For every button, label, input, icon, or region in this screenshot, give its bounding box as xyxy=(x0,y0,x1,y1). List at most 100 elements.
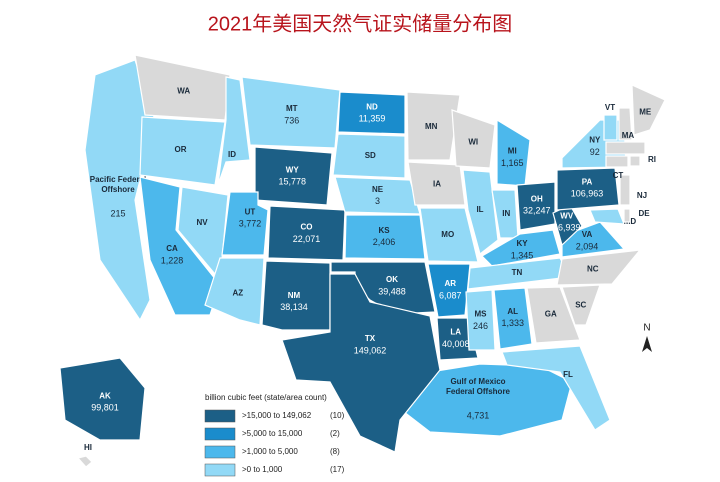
region-label: MT xyxy=(286,104,298,113)
region-shape xyxy=(561,284,601,326)
region-value: 46,939 xyxy=(553,223,581,233)
region-value: 2,406 xyxy=(373,237,396,247)
region-value: 38,134 xyxy=(280,302,308,312)
region-shape xyxy=(465,289,496,351)
region-label: NY xyxy=(589,136,601,145)
legend-count: (8) xyxy=(330,447,340,456)
region-value: 215 xyxy=(110,208,125,218)
region-label: AZ xyxy=(232,288,243,297)
region-value: 99,801 xyxy=(91,403,119,413)
legend-range: >5,000 to 15,000 xyxy=(242,429,303,438)
legend-swatch xyxy=(204,409,236,423)
region-label: MA xyxy=(622,131,635,140)
legend-swatch xyxy=(204,427,236,441)
regions: Pacific Federal Offshore 215 Gulf of Mexico… xyxy=(59,54,666,468)
region-label: KS xyxy=(378,226,390,235)
region-label: OR xyxy=(175,145,187,154)
region-shape xyxy=(406,91,461,161)
legend-swatch xyxy=(204,463,236,477)
region-label: Gulf of Mexico Federal Offshore xyxy=(446,377,511,396)
region-label: SC xyxy=(575,301,586,310)
region-shape xyxy=(427,263,471,318)
region-label: LA xyxy=(450,328,461,337)
region-label: MS xyxy=(475,310,488,319)
region-label: Pacific Federal Offshore xyxy=(90,175,146,194)
legend-swatch xyxy=(204,445,236,459)
region-label: MN xyxy=(425,122,438,131)
region-label: NJ xyxy=(637,191,647,200)
region-shape xyxy=(419,207,479,263)
region-shape xyxy=(451,109,496,169)
region-value: 22,071 xyxy=(293,234,321,244)
region-value: 1,165 xyxy=(501,158,524,168)
region-shape xyxy=(629,155,641,167)
region-shape xyxy=(618,107,633,141)
region-label: KY xyxy=(516,239,528,248)
region-label: IN xyxy=(502,209,510,218)
region-label: CT xyxy=(613,171,624,180)
north-arrow xyxy=(642,336,652,352)
region-value: 1,345 xyxy=(511,250,534,260)
region-value: 15,778 xyxy=(278,177,306,187)
region-label: PA xyxy=(582,177,593,186)
region-label: SD xyxy=(365,151,376,160)
region-shape xyxy=(334,176,421,215)
map-title: 2021年美国天然气证实储量分布图 xyxy=(208,12,513,35)
region-value: 2,094 xyxy=(576,241,599,251)
region-value: 106,963 xyxy=(571,189,604,199)
region-label: CO xyxy=(301,223,313,232)
region-shape xyxy=(241,76,341,149)
region-shape xyxy=(631,84,666,136)
region-value: 6,087 xyxy=(439,290,462,300)
legend-range: >0 to 1,000 xyxy=(242,465,283,474)
region-value: 3,772 xyxy=(239,219,262,229)
region-label: GA xyxy=(545,310,557,319)
region-shape xyxy=(605,141,646,155)
region-label: UT xyxy=(245,207,256,216)
region-shape xyxy=(481,229,561,267)
region-label: ND xyxy=(366,102,378,111)
legend-range: >1,000 to 5,000 xyxy=(242,447,298,456)
region-label: TN xyxy=(512,268,523,277)
region-shape xyxy=(589,208,625,225)
region-shape xyxy=(556,167,620,211)
region-shape xyxy=(204,257,265,326)
region-value: 149,062 xyxy=(354,345,387,355)
region-label: NV xyxy=(196,218,208,227)
region-shape xyxy=(344,214,426,260)
legend: billion cubic feet (state/area count) >15… xyxy=(204,393,345,477)
region-shape xyxy=(556,249,642,286)
legend-title: billion cubic feet (state/area count) xyxy=(205,393,327,402)
region-shape xyxy=(603,114,618,141)
region-shape xyxy=(254,146,333,206)
region-shape xyxy=(526,286,581,344)
region-shape xyxy=(501,345,611,431)
region-value: 246 xyxy=(473,321,488,331)
region-shape xyxy=(619,174,631,206)
region-label: ME xyxy=(639,108,652,117)
region-value: 1,228 xyxy=(161,255,184,265)
legend-count: (17) xyxy=(330,465,345,474)
region-label: OK xyxy=(386,275,398,284)
region-shape xyxy=(261,260,331,331)
region-label: MO xyxy=(441,230,454,239)
region-value: 40,008 xyxy=(442,339,470,349)
region-shape xyxy=(134,54,231,121)
region-label: AR xyxy=(444,279,456,288)
region-value: 3 xyxy=(375,196,380,206)
region-label: CA xyxy=(166,244,178,253)
region-label: WV xyxy=(560,211,574,220)
region-label: WI xyxy=(468,137,478,146)
region-label: HI xyxy=(84,443,92,452)
region-label: WY xyxy=(286,165,300,174)
region-shape xyxy=(516,181,556,231)
region-label: WA xyxy=(177,86,190,95)
region-label: NM xyxy=(288,291,301,300)
region-label: VA xyxy=(582,230,593,239)
region-shape xyxy=(332,133,406,179)
region-shape xyxy=(221,191,269,256)
region-value: 11,359 xyxy=(359,114,386,124)
region-shape xyxy=(139,116,226,186)
